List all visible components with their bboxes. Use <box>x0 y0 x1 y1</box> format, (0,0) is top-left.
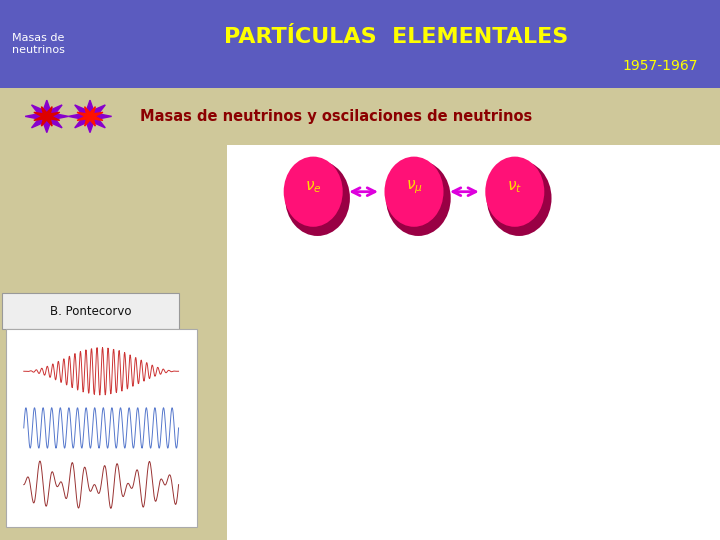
Polygon shape <box>77 106 103 126</box>
Polygon shape <box>34 106 60 126</box>
Ellipse shape <box>384 157 444 227</box>
Bar <box>227 145 720 540</box>
Polygon shape <box>68 100 112 133</box>
Text: B. Pontecorvo: B. Pontecorvo <box>50 305 131 318</box>
FancyBboxPatch shape <box>2 293 179 329</box>
Text: PARTÍCULAS  ELEMENTALES: PARTÍCULAS ELEMENTALES <box>224 27 568 47</box>
Ellipse shape <box>284 157 343 227</box>
Ellipse shape <box>487 160 552 236</box>
Ellipse shape <box>485 157 544 227</box>
FancyBboxPatch shape <box>6 329 197 526</box>
Text: 1957-1967: 1957-1967 <box>623 59 698 73</box>
Bar <box>0 88 720 145</box>
Text: $\nu_t$: $\nu_t$ <box>508 179 522 195</box>
Text: Masas de
neutrinos: Masas de neutrinos <box>12 33 65 55</box>
Text: $\nu_\mu$: $\nu_\mu$ <box>405 179 423 196</box>
Ellipse shape <box>285 160 350 236</box>
Text: Masas de neutrinos y oscilaciones de neutrinos: Masas de neutrinos y oscilaciones de neu… <box>140 109 533 124</box>
Polygon shape <box>25 100 68 133</box>
Text: $\nu_e$: $\nu_e$ <box>305 179 322 195</box>
Bar <box>0 0 720 88</box>
Ellipse shape <box>386 160 451 236</box>
